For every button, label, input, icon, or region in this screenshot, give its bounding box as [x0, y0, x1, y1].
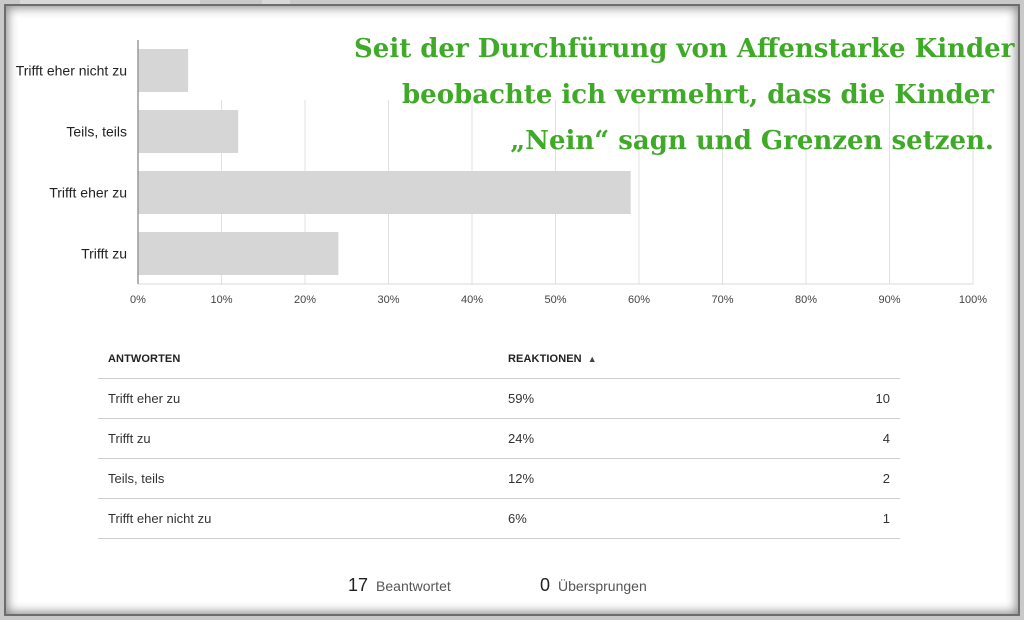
bar — [138, 49, 189, 92]
headline-overlay: Seit der Durchfürung von Affenstarke Kin… — [354, 26, 1015, 164]
x-tick-label: 90% — [878, 294, 900, 306]
row-answer: Trifft zu — [108, 431, 151, 446]
table-row: Teils, teils 12% 2 — [98, 459, 900, 499]
x-tick-label: 70% — [711, 294, 733, 306]
category-label: Trifft eher nicht zu — [16, 63, 127, 79]
row-percent: 12% — [508, 471, 535, 486]
row-answer: Trifft eher nicht zu — [108, 511, 212, 526]
skipped-count: 0 — [540, 575, 551, 595]
row-count: 2 — [882, 471, 890, 486]
row-count: 1 — [882, 511, 890, 526]
top-strip-right — [262, 0, 290, 4]
answered-summary: 17 Beantwortet — [348, 575, 451, 596]
table-row: Trifft zu 24% 4 — [98, 419, 900, 459]
x-tick-label: 10% — [210, 294, 232, 306]
bar-chart: Trifft eher nicht zu Teils, teils Trifft e… — [16, 40, 987, 306]
x-tick-label: 0% — [130, 294, 146, 306]
sort-updown-icon[interactable]: ▲︎ — [587, 354, 597, 364]
row-answer: Trifft eher zu — [108, 391, 181, 406]
table-header-row: ANTWORTEN REAKTIONEN ▲︎ — [98, 340, 900, 379]
bar — [138, 171, 631, 214]
row-percent: 6% — [508, 511, 527, 526]
category-label: Trifft zu — [81, 246, 127, 262]
category-label: Trifft eher zu — [49, 185, 127, 201]
answered-label: Beantwortet — [376, 578, 451, 594]
x-tick-label: 60% — [628, 294, 650, 306]
skipped-summary: 0 Übersprungen — [540, 575, 647, 596]
row-count: 10 — [875, 391, 890, 406]
row-count: 4 — [882, 431, 890, 446]
headline-line-1: Seit der Durchfürung von Affenstarke Kin… — [354, 34, 1015, 64]
header-answers: ANTWORTEN — [108, 353, 181, 365]
bar — [138, 110, 239, 153]
x-tick-label: 100% — [959, 294, 987, 306]
bar — [138, 232, 339, 275]
category-label: Teils, teils — [66, 124, 127, 140]
headline-line-2: beobachte ich vermehrt, dass die Kinder — [401, 80, 994, 110]
row-answer: Teils, teils — [108, 471, 165, 486]
x-tick-label: 30% — [377, 294, 399, 306]
x-tick-label: 40% — [461, 294, 483, 306]
top-strip-left — [20, 0, 200, 4]
header-reactions[interactable]: REAKTIONEN ▲︎ — [508, 353, 597, 365]
row-percent: 59% — [508, 391, 535, 406]
header-reactions-label: REAKTIONEN — [508, 353, 582, 365]
table-row: Trifft eher nicht zu 6% 1 — [98, 499, 900, 539]
headline-line-3: „Nein“ sagn und Grenzen setzen. — [510, 126, 994, 156]
x-tick-label: 50% — [544, 294, 566, 306]
x-tick-label: 80% — [795, 294, 817, 306]
row-percent: 24% — [508, 431, 535, 446]
table-row: Trifft eher zu 59% 10 — [98, 379, 900, 419]
answered-count: 17 — [348, 575, 369, 595]
skipped-label: Übersprungen — [558, 578, 647, 594]
results-table: ANTWORTEN REAKTIONEN ▲︎ Trifft eher zu 59… — [98, 340, 900, 539]
x-tick-label: 20% — [294, 294, 316, 306]
